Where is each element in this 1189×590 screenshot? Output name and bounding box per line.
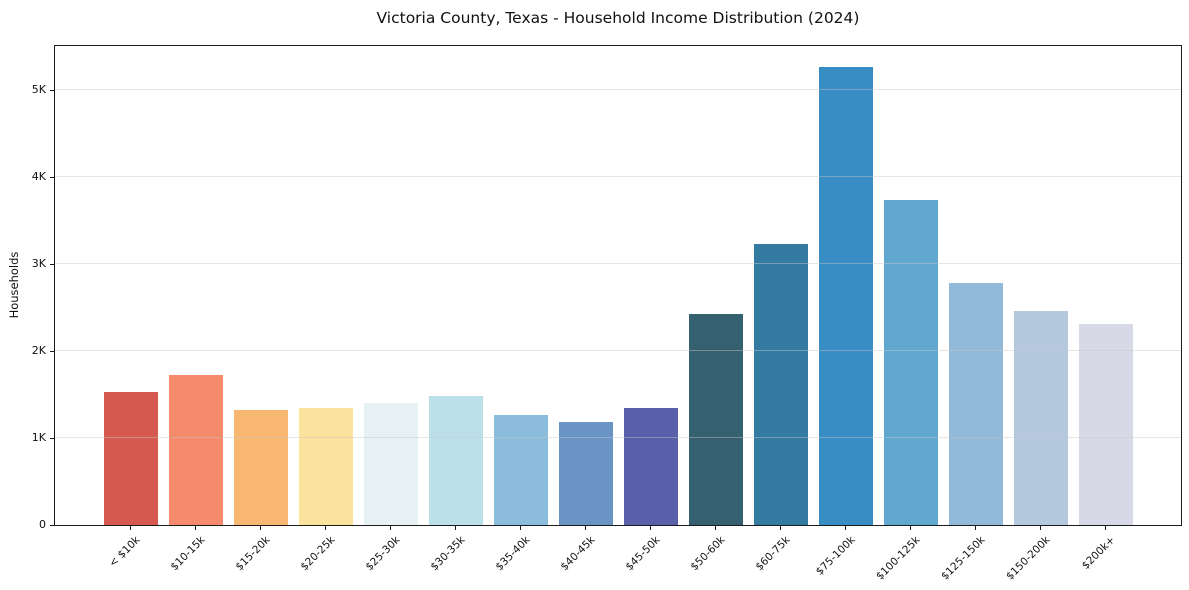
y-tick-label: 1K bbox=[31, 431, 46, 444]
x-tick-mark bbox=[780, 526, 781, 530]
y-tick-mark bbox=[50, 90, 54, 91]
bar bbox=[169, 375, 223, 525]
y-gridline bbox=[55, 176, 1181, 177]
x-tick-label: $30-35k bbox=[428, 534, 468, 574]
x-tick-label: $10-15k bbox=[168, 534, 208, 574]
x-tick-mark bbox=[325, 526, 326, 530]
x-tick-mark bbox=[1105, 526, 1106, 530]
x-tick-mark bbox=[585, 526, 586, 530]
y-tick-mark bbox=[50, 351, 54, 352]
x-tick-label: $20-25k bbox=[298, 534, 338, 574]
y-gridline bbox=[55, 350, 1181, 351]
bar bbox=[299, 408, 353, 525]
x-tick-label: $125-150k bbox=[938, 534, 988, 583]
x-tick-mark bbox=[975, 526, 976, 530]
bar bbox=[689, 313, 743, 525]
plot-area bbox=[54, 45, 1182, 526]
bar bbox=[819, 67, 873, 525]
bar bbox=[754, 244, 808, 525]
bar bbox=[494, 415, 548, 525]
y-gridline bbox=[55, 263, 1181, 264]
chart-title: Victoria County, Texas - Household Incom… bbox=[376, 9, 860, 27]
x-tick-mark bbox=[260, 526, 261, 530]
x-tick-label: < $10k bbox=[106, 534, 143, 570]
x-tick-label: $150-200k bbox=[1003, 534, 1053, 583]
y-gridline bbox=[55, 89, 1181, 90]
x-tick-label: $60-75k bbox=[753, 534, 793, 574]
bar bbox=[1014, 310, 1068, 525]
x-tick-label: $45-50k bbox=[623, 534, 663, 574]
y-tick-label: 5K bbox=[31, 83, 46, 96]
bar bbox=[364, 403, 418, 525]
x-tick-mark bbox=[390, 526, 391, 530]
bar bbox=[884, 199, 938, 525]
bar bbox=[429, 396, 483, 525]
x-tick-label: $15-20k bbox=[233, 534, 273, 574]
x-tick-mark bbox=[520, 526, 521, 530]
y-tick-mark bbox=[50, 525, 54, 526]
y-tick-label: 3K bbox=[31, 257, 46, 270]
x-tick-label: $50-60k bbox=[688, 534, 728, 574]
x-tick-label: $75-100k bbox=[813, 534, 858, 578]
x-tick-mark bbox=[130, 526, 131, 530]
x-tick-label: $40-45k bbox=[558, 534, 598, 574]
y-tick-label: 0 bbox=[39, 518, 46, 531]
y-tick-label: 4K bbox=[31, 170, 46, 183]
bar bbox=[559, 422, 613, 525]
bar bbox=[624, 408, 678, 525]
x-tick-mark bbox=[195, 526, 196, 530]
x-tick-mark bbox=[1040, 526, 1041, 530]
x-tick-mark bbox=[845, 526, 846, 530]
y-tick-mark bbox=[50, 264, 54, 265]
bar bbox=[949, 283, 1003, 525]
x-tick-mark bbox=[910, 526, 911, 530]
y-tick-mark bbox=[50, 438, 54, 439]
x-tick-label: $25-30k bbox=[363, 534, 403, 574]
x-tick-label: $200k+ bbox=[1079, 534, 1118, 572]
x-tick-label: $35-40k bbox=[493, 534, 533, 574]
y-tick-mark bbox=[50, 177, 54, 178]
x-tick-mark bbox=[455, 526, 456, 530]
y-tick-label: 2K bbox=[31, 344, 46, 357]
bar bbox=[234, 410, 288, 525]
bar bbox=[104, 391, 158, 525]
bar bbox=[1079, 324, 1133, 525]
x-tick-label: $100-125k bbox=[873, 534, 923, 583]
x-tick-mark bbox=[715, 526, 716, 530]
y-gridline bbox=[55, 437, 1181, 438]
x-tick-mark bbox=[650, 526, 651, 530]
